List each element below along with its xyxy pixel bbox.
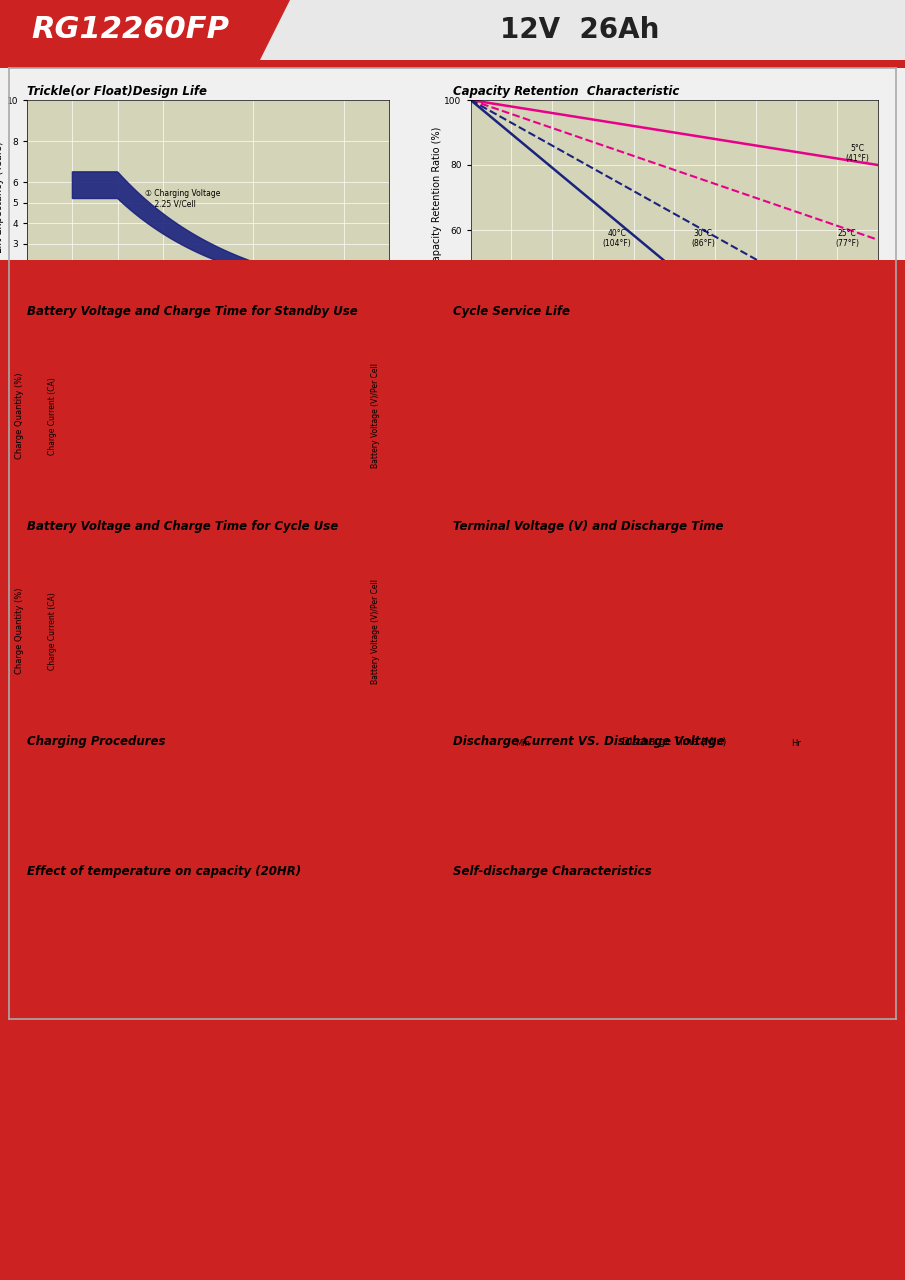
Text: 12V  26Ah: 12V 26Ah <box>500 15 660 44</box>
Text: 0.05C: 0.05C <box>840 714 860 721</box>
Text: Charge Voltage(V/Cell): Charge Voltage(V/Cell) <box>144 755 269 765</box>
Text: 5°C
(41°F): 5°C (41°F) <box>845 143 870 164</box>
Text: 0 ℃: 0 ℃ <box>97 966 117 977</box>
Polygon shape <box>72 172 362 293</box>
Text: 0.3C: 0.3C <box>358 819 381 829</box>
Text: Temperature: Temperature <box>106 778 163 787</box>
Text: Temperature: Temperature <box>71 890 142 900</box>
X-axis label: Temperature (℃): Temperature (℃) <box>167 319 250 329</box>
Text: ① Discharge
 —100% (0.05CAx20H)
 ---50% (0.05CAx10H)
②  Charge
 Charge Voltage13: ① Discharge —100% (0.05CAx20H) ---50% (0… <box>235 424 311 472</box>
Text: Charge Quantity (%): Charge Quantity (%) <box>15 372 24 460</box>
Text: 1.65: 1.65 <box>752 773 774 783</box>
Text: 2.25~2.30: 2.25~2.30 <box>252 835 304 845</box>
Text: Charge Current (CA): Charge Current (CA) <box>48 593 57 669</box>
Polygon shape <box>260 0 905 60</box>
Text: Discharge
Current(A): Discharge Current(A) <box>489 819 536 838</box>
Text: 1C: 1C <box>589 714 598 721</box>
Text: 1.75: 1.75 <box>599 773 621 783</box>
Text: Min: Min <box>516 739 530 748</box>
Text: 3C: 3C <box>472 714 481 721</box>
Text: 40 ℃: 40 ℃ <box>93 915 120 925</box>
Text: Storage time: Storage time <box>523 892 595 902</box>
Text: 1.60: 1.60 <box>829 773 851 783</box>
Text: Charging Procedures: Charging Procedures <box>27 735 166 748</box>
Text: Application: Application <box>32 778 94 788</box>
Text: (A)>1.0C: (A)>1.0C <box>819 824 861 833</box>
Text: 12 Months: 12 Months <box>533 988 585 998</box>
Text: Charge Quantity (to-Discharge Quantity)(Rate): Charge Quantity (to-Discharge Quantity)(… <box>129 403 269 408</box>
Text: Battery Voltage and Charge Time for Cycle Use: Battery Voltage and Charge Time for Cycl… <box>27 520 338 532</box>
Text: Effect of temperature on capacity (20HR): Effect of temperature on capacity (20HR) <box>27 865 301 878</box>
Text: 65%: 65% <box>295 992 317 1002</box>
Text: Charge Current (CA): Charge Current (CA) <box>48 378 57 454</box>
Text: RG12260FP: RG12260FP <box>31 15 229 45</box>
Legend: 25°C(77°F), -20°C(68°F): 25°C(77°F), -20°C(68°F) <box>801 541 874 568</box>
Text: Discharge Time (Min): Discharge Time (Min) <box>622 737 727 748</box>
Text: 2.275: 2.275 <box>193 835 220 845</box>
Text: 40°C
(104°F): 40°C (104°F) <box>603 229 632 248</box>
Text: 0.2C<(A)<0.5C: 0.2C<(A)<0.5C <box>654 824 719 833</box>
Text: -15 ℃: -15 ℃ <box>91 992 122 1002</box>
X-axis label: Storage Period (Month): Storage Period (Month) <box>618 319 730 329</box>
Text: Allowable Range: Allowable Range <box>241 778 316 787</box>
Text: Discharge
Depth 30%: Discharge Depth 30% <box>772 408 815 428</box>
Text: 0.2C>(A): 0.2C>(A) <box>589 824 631 833</box>
Text: Discharge Current VS. Discharge Voltage: Discharge Current VS. Discharge Voltage <box>452 735 724 748</box>
Text: Battery Voltage: Battery Voltage <box>171 571 225 576</box>
Text: Battery Voltage (V)/Per Cell: Battery Voltage (V)/Per Cell <box>371 579 380 684</box>
Text: ① Charging Voltage
    2.25 V/Cell: ① Charging Voltage 2.25 V/Cell <box>145 189 220 209</box>
Y-axis label: Terminal Voltage (V): Terminal Voltage (V) <box>437 582 447 680</box>
X-axis label: Number of Cycles (Times): Number of Cycles (Times) <box>611 534 738 544</box>
Text: Capacity Retention  Characteristic: Capacity Retention Characteristic <box>452 84 679 99</box>
Text: Charge Quantity (to-Discharge Quantity)(Rate): Charge Quantity (to-Discharge Quantity)(… <box>129 618 269 623</box>
Text: Terminal Voltage (V) and Discharge Time: Terminal Voltage (V) and Discharge Time <box>452 520 723 532</box>
Text: 0.09C: 0.09C <box>790 714 810 721</box>
Text: Hr: Hr <box>792 739 801 748</box>
Text: 25 ℃: 25 ℃ <box>93 941 120 951</box>
Text: 64%: 64% <box>761 988 782 998</box>
Text: 2.45: 2.45 <box>195 804 217 814</box>
X-axis label: Charge Time (H): Charge Time (H) <box>195 742 276 753</box>
Text: 82%: 82% <box>761 956 782 966</box>
Text: Standby: Standby <box>43 835 83 845</box>
Text: Battery Voltage: Battery Voltage <box>171 356 225 361</box>
Text: Set Point: Set Point <box>186 778 226 787</box>
Text: 85%: 85% <box>295 966 317 977</box>
Text: 30°C
(86°F): 30°C (86°F) <box>691 229 715 248</box>
Text: 0.25C: 0.25C <box>715 714 736 721</box>
Text: Discharge
Depth 50%: Discharge Depth 50% <box>578 408 621 428</box>
Y-axis label: Lift Expectancy (Years): Lift Expectancy (Years) <box>0 142 4 253</box>
Text: 0.17C: 0.17C <box>748 714 768 721</box>
Text: Charge Quantity (%): Charge Quantity (%) <box>15 588 24 675</box>
Text: Battery Voltage (V)/Per Cell: Battery Voltage (V)/Per Cell <box>371 364 380 468</box>
Text: Max.Charge Current: Max.Charge Current <box>319 778 421 787</box>
Text: Cycle Use: Cycle Use <box>39 804 87 814</box>
Text: 0.6C: 0.6C <box>636 714 653 721</box>
Text: 3 Months: 3 Months <box>537 924 581 934</box>
Text: Battery Voltage and Charge Time for Standby Use: Battery Voltage and Charge Time for Stan… <box>27 305 357 317</box>
Y-axis label: Capacity (%): Capacity (%) <box>432 385 442 447</box>
Text: 100%: 100% <box>292 941 319 951</box>
Text: 6 Months: 6 Months <box>537 956 581 966</box>
Text: Ambient Temperature:
25°C (77°F): Ambient Temperature: 25°C (77°F) <box>665 465 751 484</box>
Text: Final Discharge
Voltage V/Cell: Final Discharge Voltage V/Cell <box>478 768 547 787</box>
Text: 2C: 2C <box>519 714 528 721</box>
Text: Trickle(or Float)Design Life: Trickle(or Float)Design Life <box>27 84 207 99</box>
Text: Preservation rate: Preservation rate <box>723 892 820 902</box>
X-axis label: Charge Time (H): Charge Time (H) <box>195 527 276 538</box>
Text: Cycle Service Life: Cycle Service Life <box>452 305 569 317</box>
Text: 102%: 102% <box>292 915 319 925</box>
Text: Self-discharge Characteristics: Self-discharge Characteristics <box>452 865 651 878</box>
Text: 25°C
(77°F): 25°C (77°F) <box>835 229 860 248</box>
Text: 2.40~2.50: 2.40~2.50 <box>252 804 304 814</box>
Text: Dependency of Capacity (20HR): Dependency of Capacity (20HR) <box>218 890 394 900</box>
Text: 25℃(77°F): 25℃(77°F) <box>110 835 159 844</box>
Text: Discharge
Depth 100%: Discharge Depth 100% <box>494 408 542 428</box>
Text: 25℃(77°F): 25℃(77°F) <box>110 804 159 813</box>
Text: 91%: 91% <box>761 924 782 934</box>
Text: 1.70: 1.70 <box>676 773 697 783</box>
Text: ① Discharge
 —100% (0.05CAx20H)
 ---50% (0.05CAx10H)
② Charge
 Charge Voltage14.: ① Discharge —100% (0.05CAx20H) ---50% (0… <box>235 639 311 687</box>
Text: 0.5C<(A)<1.0C: 0.5C<(A)<1.0C <box>731 824 795 833</box>
Y-axis label: Capacity Retention Ratio (%): Capacity Retention Ratio (%) <box>432 127 442 269</box>
